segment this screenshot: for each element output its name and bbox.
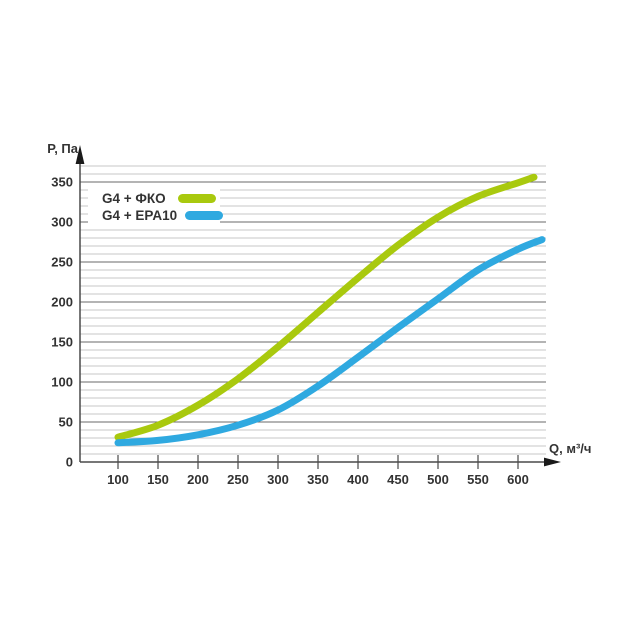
legend: G4 + ФКО G4 + EPA10 bbox=[88, 186, 224, 227]
x-axis-title: Q, м³/ч bbox=[549, 441, 592, 456]
x-tick-label: 350 bbox=[307, 472, 329, 487]
y-tick-label: 150 bbox=[51, 335, 73, 350]
x-tick-label: 600 bbox=[507, 472, 529, 487]
x-tick-label: 200 bbox=[187, 472, 209, 487]
y-tick-label: 250 bbox=[51, 255, 73, 270]
legend-label-g4-fko: G4 + ФКО bbox=[102, 190, 166, 206]
y-tick-label: 350 bbox=[51, 175, 73, 190]
curve-g4-epa10 bbox=[114, 236, 546, 447]
x-tick-label: 400 bbox=[347, 472, 369, 487]
y-tick-label: 0 bbox=[66, 455, 73, 470]
y-axis-arrow-icon bbox=[75, 145, 85, 164]
y-tick-label: 200 bbox=[51, 295, 73, 310]
legend-item-g4-fko: G4 + ФКО bbox=[102, 190, 216, 206]
y-tick-label: 300 bbox=[51, 215, 73, 230]
curve-g4-fko bbox=[114, 173, 538, 441]
x-axis-arrow-icon bbox=[544, 457, 561, 467]
x-tick-label: 150 bbox=[147, 472, 169, 487]
legend-swatch-g4-epa10 bbox=[185, 210, 224, 220]
x-tick-label: 250 bbox=[227, 472, 249, 487]
legend-swatch-g4-fko bbox=[178, 193, 216, 203]
y-tick-label: 100 bbox=[51, 375, 73, 390]
legend-label-g4-epa10: G4 + EPA10 bbox=[102, 207, 178, 223]
x-tick-label: 100 bbox=[107, 472, 129, 487]
legend-item-g4-epa10: G4 + EPA10 bbox=[102, 207, 224, 223]
y-axis-title: P, Па bbox=[47, 141, 78, 156]
x-tick-label: 500 bbox=[427, 472, 449, 487]
x-tick-label: 550 bbox=[467, 472, 489, 487]
y-tick-label: 50 bbox=[59, 415, 73, 430]
x-tick-label: 300 bbox=[267, 472, 289, 487]
x-tick-label: 450 bbox=[387, 472, 409, 487]
